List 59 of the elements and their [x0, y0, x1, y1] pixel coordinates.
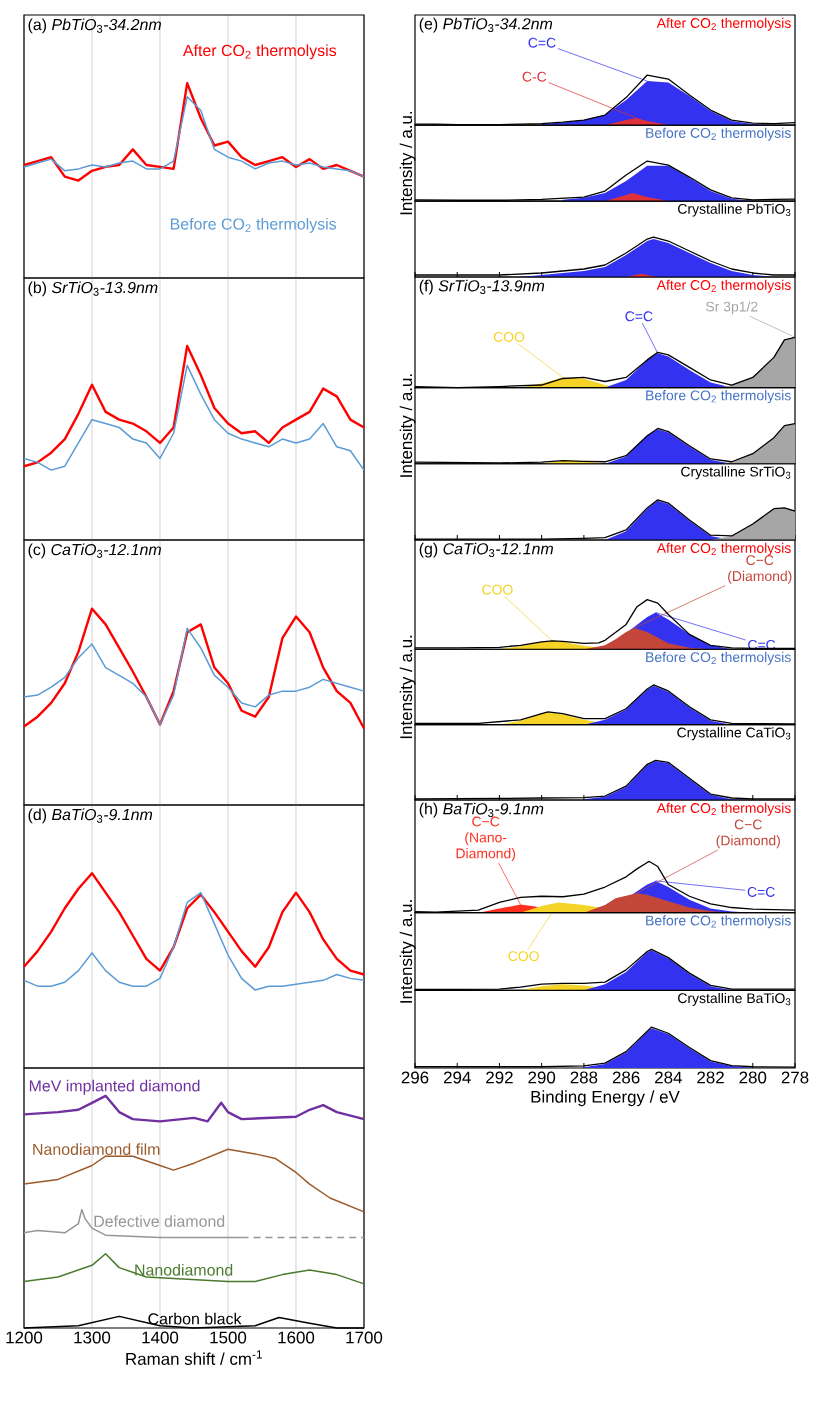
y-axis-title: Intensity / a.u.: [399, 374, 416, 477]
chart-subtitle: After CO$_{2}$ thermolysis: [656, 802, 791, 816]
x-tick-label: 282: [697, 1071, 724, 1084]
chart-subtitle: Crystalline PbTiO$_{3}$: [678, 203, 791, 217]
chart-subtitle: Crystalline BaTiO$_{3}$: [678, 992, 791, 1006]
y-axis-title: Intensity / a.u.: [399, 635, 416, 739]
series-label: Nanodiamond film: [33, 1143, 160, 1156]
y-axis-title: Intensity / a.u.: [399, 111, 416, 215]
chart-title: (a) PbTiO$_{3}$-34.2nm: [28, 18, 161, 34]
chart-subtitle: After CO$_{2}$ thermolysis: [656, 279, 791, 293]
x-tick-label: 296: [401, 1071, 429, 1084]
text: COO: [508, 951, 539, 962]
chart-title: (e) PbTiO$_{3}$-34.2nm: [419, 17, 553, 33]
x-tick-label: 290: [528, 1071, 556, 1084]
series-label: C=C: [747, 887, 775, 897]
text: C−C (Nano-Diamond): [456, 816, 516, 862]
x-tick-label: 1500: [210, 1331, 247, 1344]
x-tick-label: 286: [612, 1071, 640, 1084]
chart-subtitle: After CO$_{2}$ thermolysis: [656, 17, 791, 31]
text: COO: [482, 584, 513, 595]
y-axis-title: Intensity / a.u.: [399, 900, 416, 1003]
x-tick-label: 1400: [142, 1331, 179, 1344]
x-tick-label: 1200: [6, 1331, 43, 1344]
x-tick-label: 1700: [346, 1331, 383, 1344]
chart-subtitle: Before CO$_{2}$ thermolysis: [646, 127, 791, 141]
x-tick-label: 278: [781, 1071, 809, 1084]
text: C=C: [625, 311, 653, 322]
x-axis-title: Raman shift / cm$^{-1}$: [126, 1350, 262, 1365]
series-label: Nanodiamond: [135, 1264, 233, 1276]
chart-subtitle: Crystalline SrTiO$_{3}$: [681, 466, 791, 480]
chart-title: (f) SrTiO$_{3}$-13.9nm: [419, 279, 545, 295]
text: C−C (Diamond): [716, 819, 780, 849]
x-tick-label: 292: [486, 1071, 513, 1084]
chart-title: (g) CaTiO$_{3}$-12.1nm: [419, 542, 553, 558]
x-axis-title: Binding Energy / eV: [531, 1090, 680, 1107]
text: Sr 3p1/2: [706, 301, 758, 315]
chart-subtitle: After CO$_{2}$ thermolysis: [656, 542, 791, 556]
text: C-C: [522, 71, 547, 82]
x-tick-label: 1600: [278, 1331, 315, 1344]
chart-subtitle: Before CO$_{2}$ thermolysis: [646, 915, 791, 929]
x-tick-label: 280: [739, 1071, 767, 1084]
text: C=C: [528, 37, 556, 48]
chart-subtitle: Before CO$_{2}$ thermolysis: [646, 651, 791, 665]
series-label: Defective diamond: [94, 1215, 225, 1227]
series-label: Carbon black: [148, 1312, 242, 1325]
x-tick-label: 1300: [74, 1331, 111, 1344]
text: Before CO$_{2}$ thermolysis: [170, 217, 337, 233]
chart-title: (b) SrTiO$_{3}$-13.9nm: [28, 281, 158, 297]
text: COO: [493, 332, 525, 342]
chart-title: (d) BaTiO$_{3}$-9.1nm: [28, 808, 153, 824]
x-tick-label: 284: [655, 1071, 682, 1084]
chart-subtitle: Crystalline CaTiO$_{3}$: [677, 727, 791, 741]
text: C−C (Diamond): [728, 555, 792, 584]
series-label: After CO$_{2}$ thermolysis: [182, 44, 337, 60]
series-label: MeV implanted diamond: [29, 1079, 200, 1095]
x-tick-label: 294: [443, 1071, 471, 1084]
chart-subtitle: Before CO$_{2}$ thermolysis: [646, 390, 791, 404]
chart-title: (c) CaTiO$_{3}$-12.1nm: [28, 543, 161, 559]
x-tick-label: 288: [570, 1071, 598, 1084]
